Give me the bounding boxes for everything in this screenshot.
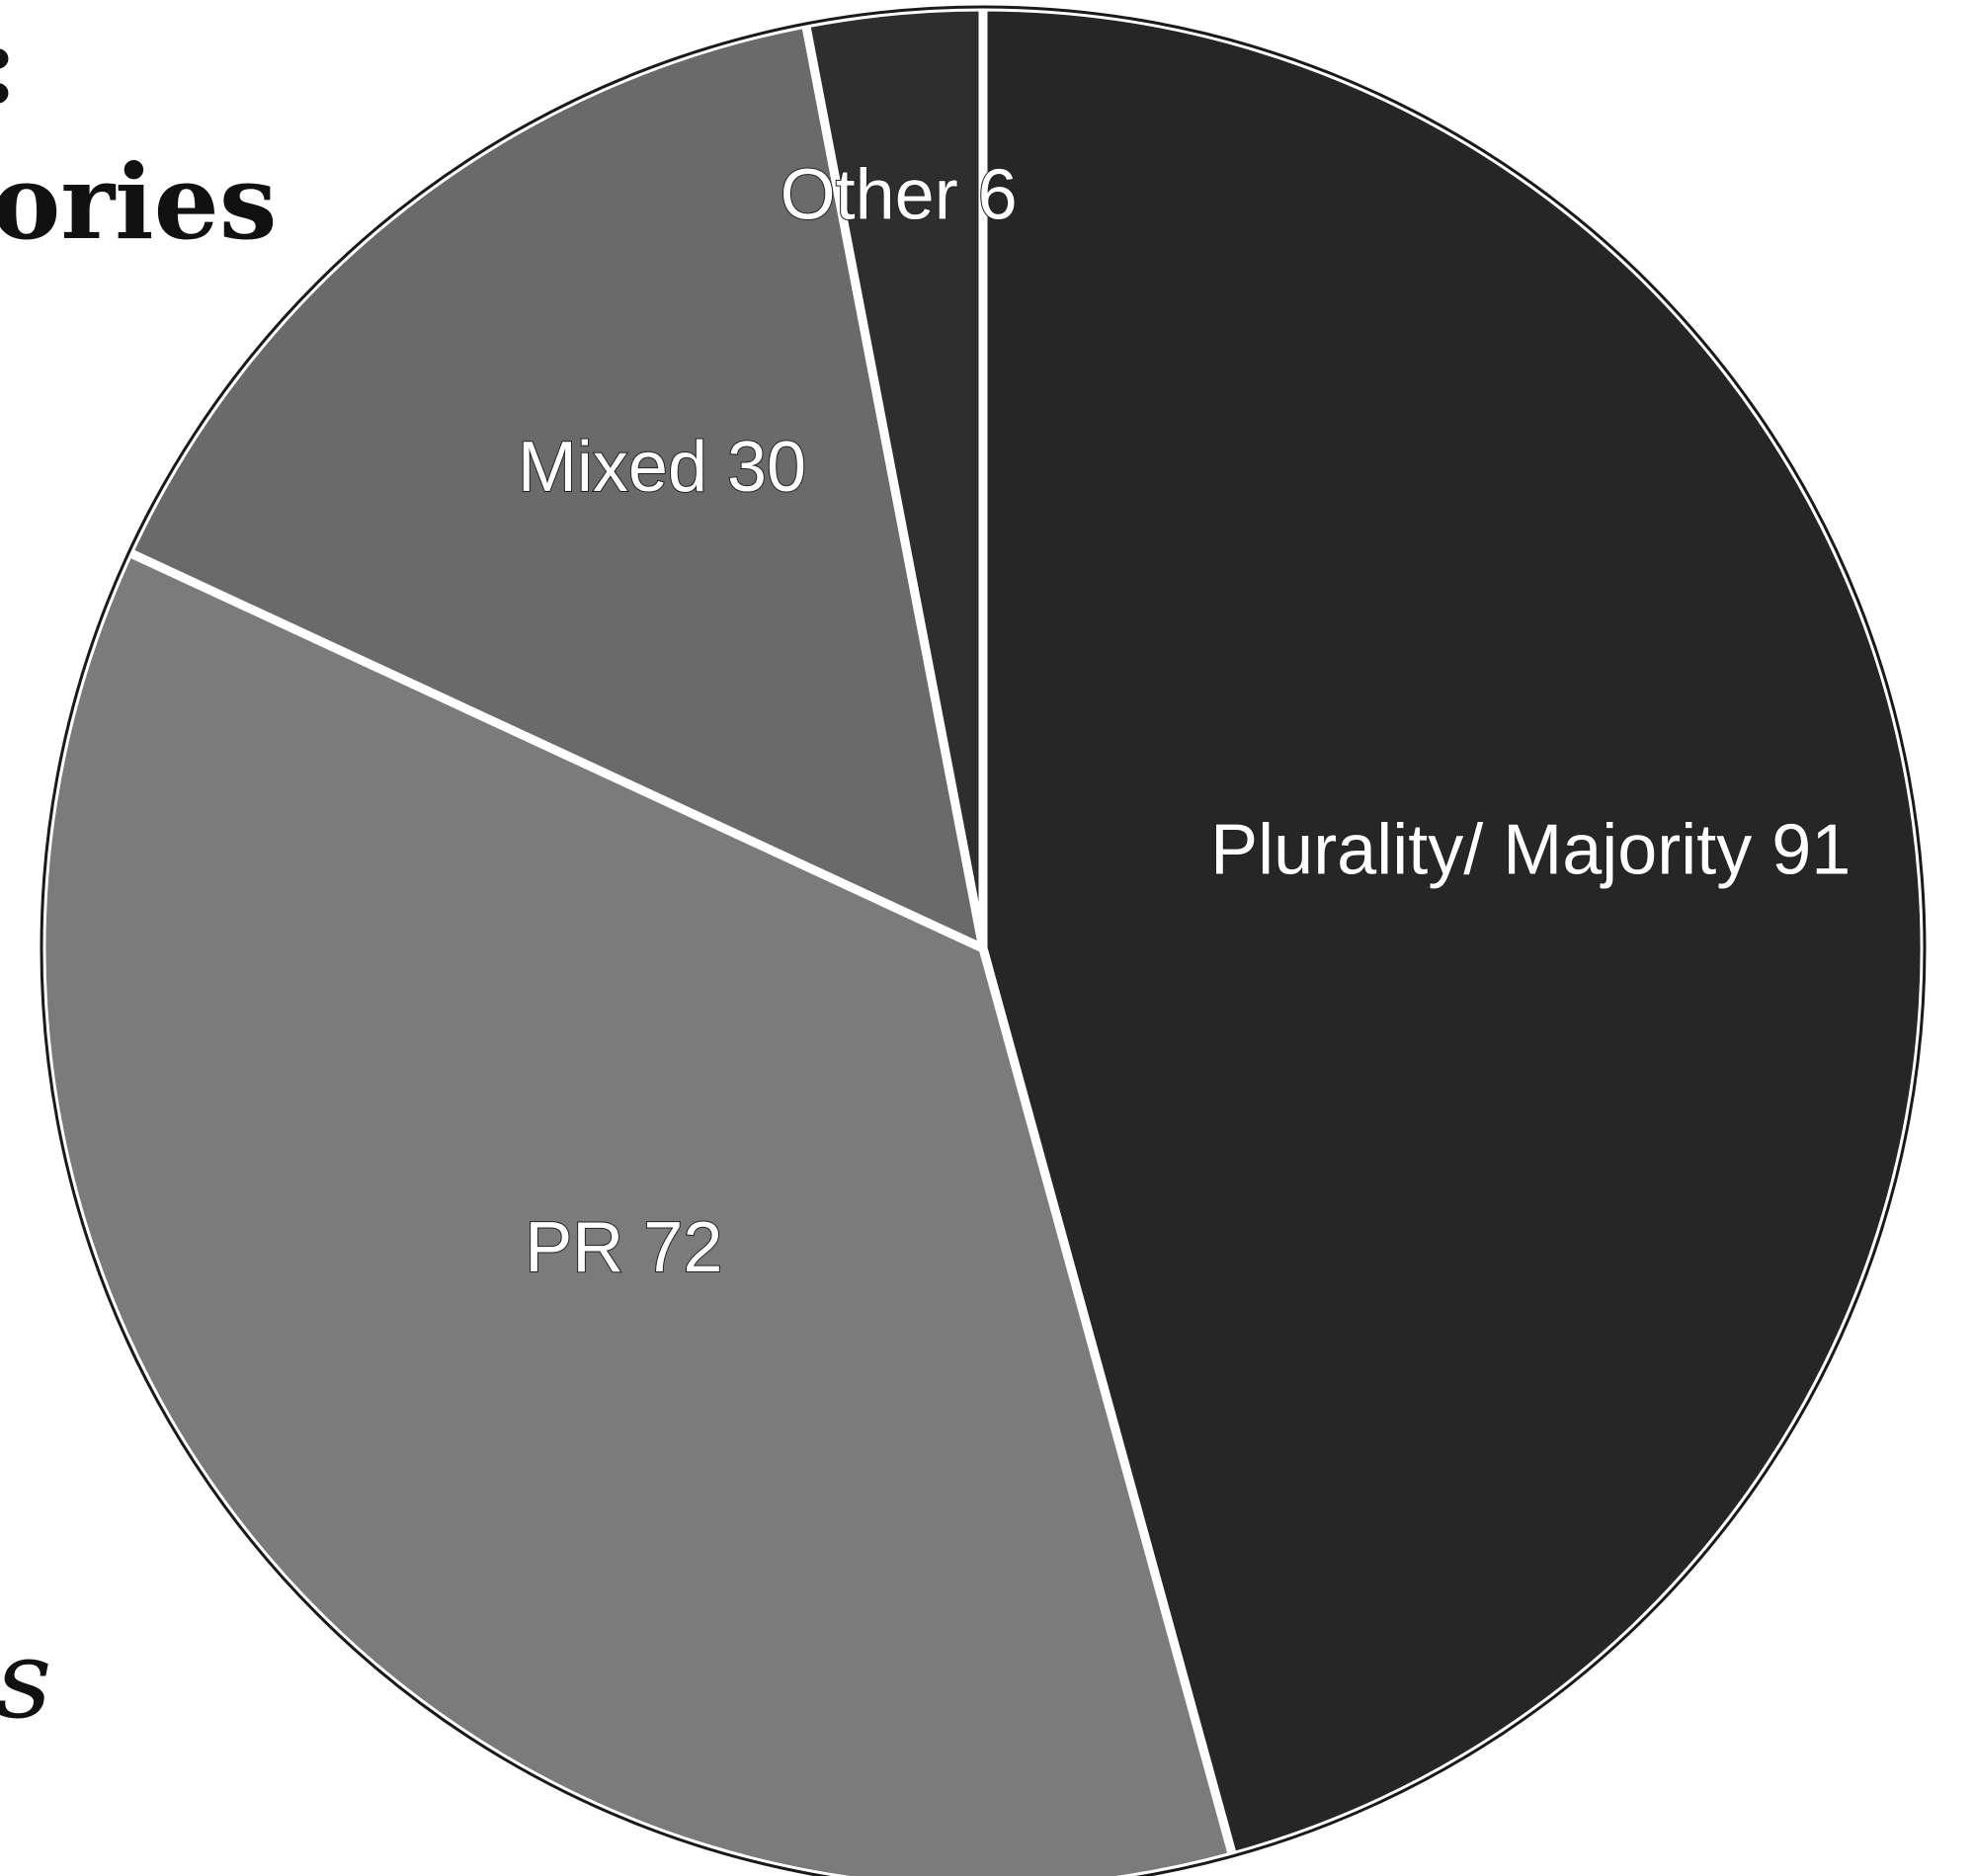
pie-labels: Plurality/ Majority 91 PR 72 Mixed 30 Other… bbox=[517, 154, 1851, 1287]
page-text-colon: : bbox=[0, 10, 19, 119]
page-text-s: s bbox=[0, 1616, 52, 1743]
pie-label-pr: PR 72 bbox=[525, 1208, 722, 1287]
pie-outline bbox=[40, 5, 1927, 1876]
pie-label-plurality-majority: Plurality/ Majority 91 bbox=[1210, 810, 1851, 889]
pie-label-mixed: Mixed 30 bbox=[518, 428, 806, 507]
page-text-ories: ories bbox=[0, 141, 278, 263]
pie-slices bbox=[37, 2, 1930, 1876]
pie-label-other: Other 6 bbox=[781, 155, 1018, 234]
